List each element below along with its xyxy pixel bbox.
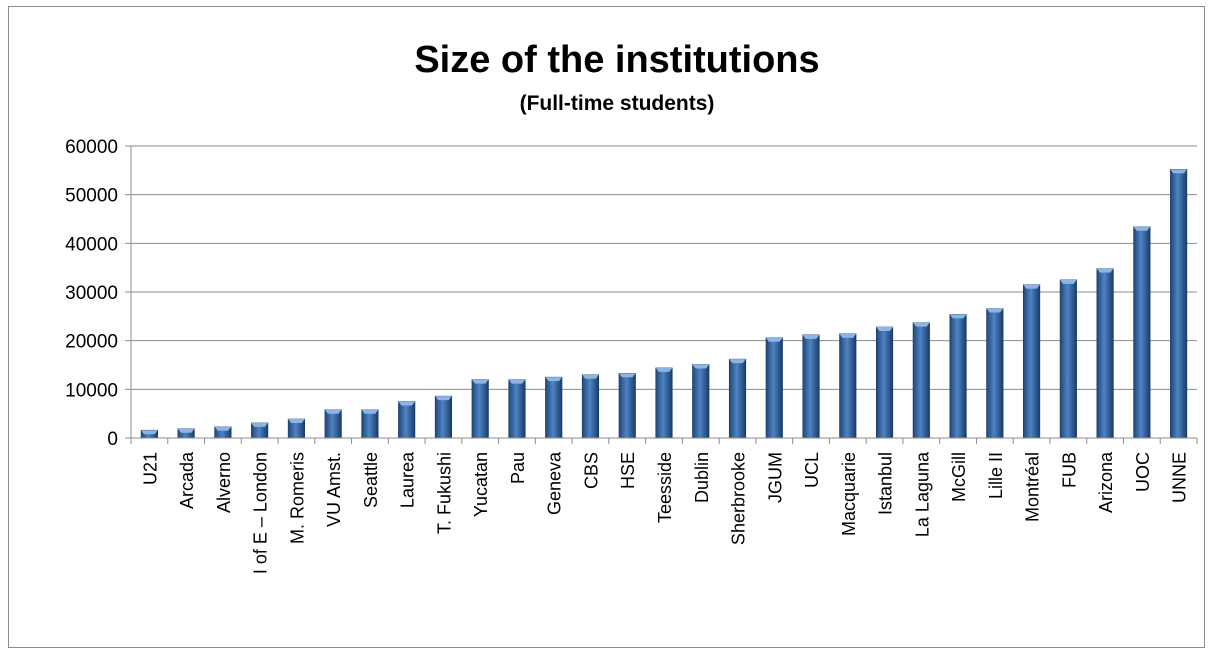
x-category-label: I of E – London (251, 452, 271, 574)
chart-frame: Size of the institutions (Full-time stud… (8, 6, 1205, 648)
x-category-label: UCL (802, 452, 822, 488)
bar-top-bevel (435, 396, 452, 401)
x-category-label: JGUM (765, 452, 785, 503)
x-category-label: Sherbrooke (729, 452, 749, 545)
bar (471, 379, 489, 439)
x-category-label: M. Romeris (287, 452, 307, 544)
gridlines (125, 145, 1197, 439)
x-category-label: T. Fukushi (434, 452, 454, 534)
x-category-label: U21 (140, 452, 160, 485)
x-axis-category-labels: U21 Arcada Alverno I of E – London M. Romeri… (140, 451, 1189, 574)
bar-top-bevel (729, 359, 746, 364)
bar (545, 376, 563, 439)
bar (1133, 226, 1151, 439)
bar-top-bevel (692, 364, 710, 369)
x-category-label: Laurea (398, 451, 418, 508)
bar-top-bevel (324, 409, 342, 414)
bar-top-bevel (471, 379, 489, 384)
bar-top-bevel (214, 426, 232, 431)
bar-top-bevel (876, 327, 893, 332)
x-category-label: Seattle (361, 452, 381, 508)
bar-top-bevel (177, 428, 195, 433)
y-tick-label: 60000 (65, 137, 118, 158)
bar-top-bevel (1133, 226, 1151, 231)
bar (875, 326, 894, 439)
bar-top-bevel (398, 401, 415, 406)
bar-top-bevel (1060, 279, 1077, 284)
bar-top-bevel (508, 379, 526, 384)
bar (692, 364, 710, 439)
axes (130, 146, 1198, 444)
x-category-label: Pau (508, 452, 528, 484)
y-tick-label: 40000 (65, 234, 118, 255)
x-category-label: Arizona (1096, 451, 1116, 513)
bar (508, 379, 526, 439)
bar-top-bevel (1023, 284, 1040, 289)
bar-top-bevel (618, 373, 636, 378)
x-category-label: FUB (1059, 452, 1079, 488)
x-category-label: Geneva (545, 451, 565, 515)
bar (839, 333, 857, 439)
bar-top-bevel (582, 374, 599, 379)
bar (361, 409, 379, 439)
x-category-label: VU Amst. (324, 452, 344, 527)
x-category-label: Arcada (177, 451, 197, 509)
bar (728, 358, 747, 439)
bar (618, 372, 636, 439)
x-category-label: Istanbul (876, 452, 896, 515)
x-category-label: UOC (1133, 452, 1153, 492)
bar (581, 374, 600, 439)
y-axis-tick-labels: 0 10000 20000 30000 40000 50000 60000 (65, 137, 118, 450)
x-category-label: Teesside (655, 452, 675, 523)
bar (1096, 268, 1114, 439)
bars (140, 169, 1188, 439)
bar (949, 314, 967, 439)
bar-top-bevel (141, 430, 158, 435)
chart-title: Size of the institutions (414, 39, 819, 81)
bar (986, 308, 1004, 439)
x-category-label: HSE (618, 452, 638, 489)
bar-top-bevel (545, 377, 562, 382)
bar (655, 367, 673, 439)
bar-top-bevel (1096, 268, 1114, 273)
bar-top-bevel (986, 308, 1004, 313)
bar-top-bevel (766, 337, 783, 342)
x-category-label: Lille II (986, 452, 1006, 499)
x-category-label: La Laguna (912, 451, 932, 537)
bar (398, 401, 416, 439)
x-category-label: Montréal (1023, 452, 1043, 522)
bar-top-bevel (802, 334, 820, 339)
bar (324, 409, 342, 439)
bar-top-bevel (361, 409, 379, 414)
x-category-label: Yucatan (471, 452, 491, 517)
bar-top-bevel (949, 314, 967, 319)
bar-top-bevel (251, 422, 268, 427)
x-category-label: McGill (949, 452, 969, 502)
x-category-label: UNNE (1170, 452, 1190, 503)
bar (1023, 284, 1041, 439)
y-tick-label: 50000 (65, 186, 118, 207)
bar (765, 337, 783, 439)
x-category-label: Macquarie (839, 452, 859, 536)
bar (1059, 279, 1077, 439)
bar (434, 395, 453, 439)
y-tick-label: 0 (107, 429, 118, 450)
bar-top-bevel (288, 419, 305, 424)
y-tick-label: 10000 (65, 380, 118, 401)
chart-subtitle: (Full-time students) (520, 92, 715, 115)
bar (912, 322, 930, 439)
bar-top-bevel (655, 367, 673, 372)
bar-top-bevel (913, 322, 930, 327)
y-tick-label: 20000 (65, 332, 118, 353)
x-category-label: Dublin (692, 452, 712, 503)
bar-top-bevel (839, 333, 857, 338)
x-category-label: CBS (581, 452, 601, 489)
bar (802, 334, 820, 439)
x-category-label: Alverno (214, 452, 234, 513)
y-tick-label: 30000 (65, 283, 118, 304)
bar-top-bevel (1170, 169, 1187, 174)
bar-chart: Size of the institutions (Full-time stud… (65, 39, 1198, 574)
bar (1170, 169, 1188, 439)
